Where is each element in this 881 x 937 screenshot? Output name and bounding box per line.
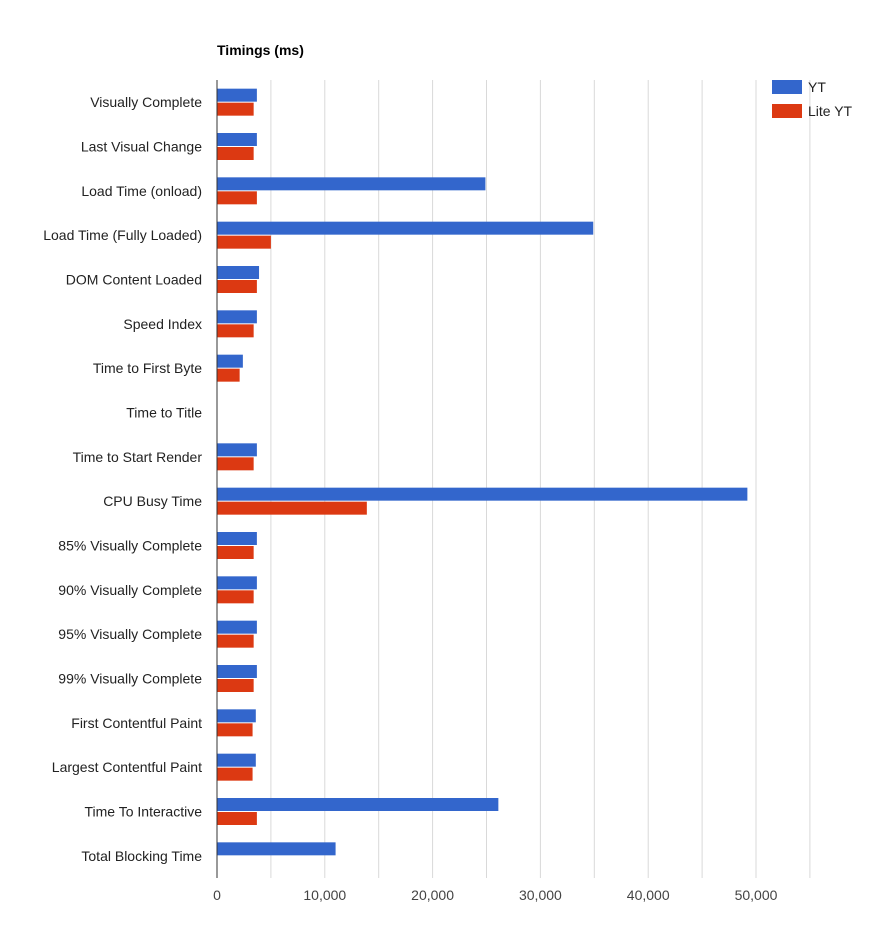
legend: YT Lite YT — [772, 79, 853, 119]
legend-label: YT — [808, 79, 826, 95]
bar-lite-yt — [217, 191, 257, 205]
x-tick-label: 50,000 — [735, 887, 778, 903]
category-label: Speed Index — [123, 316, 202, 332]
bars — [217, 88, 748, 856]
bar-yt — [217, 88, 257, 102]
bar-lite-yt — [217, 546, 254, 559]
bar-lite-yt — [217, 723, 253, 737]
bar-yt — [217, 177, 486, 191]
x-tick-label: 40,000 — [627, 887, 670, 903]
x-tick-label: 10,000 — [303, 887, 346, 903]
bar-lite-yt — [217, 679, 254, 692]
bar-lite-yt — [217, 147, 254, 160]
bar-yt — [217, 133, 257, 146]
bar-lite-yt — [217, 634, 254, 648]
bar-yt — [217, 532, 257, 545]
bar-lite-yt — [217, 457, 254, 471]
x-tick-label: 30,000 — [519, 887, 562, 903]
bar-yt — [217, 798, 499, 811]
category-label: Total Blocking Time — [81, 848, 202, 864]
category-label: 85% Visually Complete — [58, 538, 202, 554]
legend-label: Lite YT — [808, 103, 853, 119]
bar-yt — [217, 266, 260, 279]
category-label: Time to Start Render — [73, 449, 203, 465]
category-label: Load Time (onload) — [81, 183, 202, 199]
category-label: Load Time (Fully Loaded) — [43, 227, 202, 243]
bar-yt — [217, 842, 336, 856]
bar-lite-yt — [217, 767, 253, 781]
bar-yt — [217, 487, 748, 501]
category-label: 90% Visually Complete — [58, 582, 202, 598]
category-label: Time to First Byte — [93, 360, 202, 376]
chart-title: Timings (ms) — [217, 42, 304, 58]
category-label: Time To Interactive — [85, 804, 203, 820]
x-tick-labels: 0 10,000 20,000 30,000 40,000 50,000 — [213, 887, 778, 903]
category-label: DOM Content Loaded — [66, 272, 202, 288]
bar-yt — [217, 354, 243, 368]
category-label: Visually Complete — [90, 94, 202, 110]
bar-yt — [217, 665, 257, 678]
bar-lite-yt — [217, 102, 254, 116]
bar-yt — [217, 753, 256, 767]
category-label: Last Visual Change — [81, 139, 202, 155]
bar-yt — [217, 443, 257, 457]
legend-swatch — [772, 104, 802, 118]
bar-yt — [217, 709, 256, 723]
x-tick-label: 20,000 — [411, 887, 454, 903]
bar-yt — [217, 221, 594, 235]
bar-yt — [217, 576, 257, 590]
bar-lite-yt — [217, 235, 271, 249]
category-label: Time to Title — [126, 405, 202, 421]
category-label: First Contentful Paint — [71, 715, 202, 731]
bar-yt — [217, 310, 257, 324]
bar-lite-yt — [217, 368, 240, 382]
legend-swatch — [772, 80, 802, 94]
category-label: 99% Visually Complete — [58, 671, 202, 687]
category-label: CPU Busy Time — [103, 493, 202, 509]
bar-lite-yt — [217, 812, 257, 825]
bar-lite-yt — [217, 280, 257, 293]
bar-lite-yt — [217, 324, 254, 338]
bar-lite-yt — [217, 501, 367, 515]
gridlines — [270, 80, 811, 878]
bar-yt — [217, 620, 257, 634]
bar-lite-yt — [217, 590, 254, 604]
category-labels: Visually Complete Last Visual Change Load … — [43, 94, 202, 864]
x-tick-label: 0 — [213, 887, 221, 903]
category-label: Largest Contentful Paint — [52, 759, 202, 775]
category-label: 95% Visually Complete — [58, 626, 202, 642]
